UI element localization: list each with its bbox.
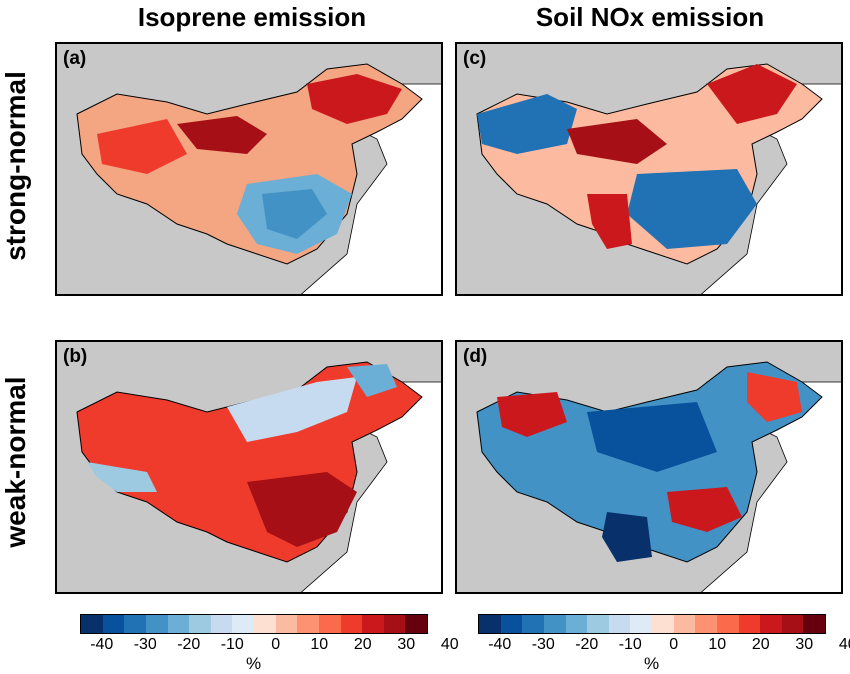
heat-region-southeast: [247, 472, 357, 547]
colorbar-segment: [522, 615, 544, 633]
colorbar-tick-label: -30: [133, 636, 157, 653]
colorbar-segment: [405, 615, 427, 633]
heat-region-southwest: [587, 194, 632, 249]
colorbar-segment: [608, 615, 631, 633]
colorbar-tick-label: -40: [488, 636, 512, 653]
heat-region-north: [707, 64, 797, 124]
colorbar-segment: [695, 615, 717, 633]
colorbar-tick-label: -20: [575, 636, 599, 653]
cool-region-south: [627, 169, 757, 249]
colorbar-segment: [479, 615, 501, 633]
colorbar-segment: [124, 615, 146, 633]
colorbar-segment: [167, 615, 190, 633]
cool-region-core: [262, 189, 327, 239]
colorbar-segment: [781, 615, 804, 633]
cool-region-southwest: [602, 512, 652, 562]
heat-region-northeast: [747, 372, 802, 422]
colorbar-tick-label: 20: [751, 636, 770, 653]
colorbar-segment: [652, 615, 674, 633]
cool-region-northeast: [347, 364, 397, 397]
colorbar-tick-label: 10: [708, 636, 727, 653]
colorbar-segment: [738, 615, 761, 633]
colorbar-tick-label: 40: [838, 636, 850, 653]
colorbar-tick-label: 0: [669, 636, 679, 653]
panel-label-d: (d): [463, 346, 488, 367]
map-panel-d: (d): [455, 340, 843, 594]
colorbar-segment: [340, 615, 363, 633]
colorbar-segment: [673, 615, 696, 633]
heat-region-north: [307, 74, 402, 124]
colorbar-segment: [254, 615, 276, 633]
colorbar-right-unit: %: [644, 654, 660, 673]
colorbar-tick-label: 0: [271, 636, 281, 653]
colorbar-segment: [102, 615, 125, 633]
colorbar-segment: [543, 615, 566, 633]
colorbar-segment: [189, 615, 211, 633]
colorbar-segment: [716, 615, 739, 633]
colorbar-segment: [500, 615, 523, 633]
panel-label-c: (c): [463, 48, 487, 69]
colorbar-segment: [362, 615, 384, 633]
cool-region-central: [587, 402, 717, 472]
colorbar-segment: [760, 615, 782, 633]
colorbar-tick-label: 30: [397, 636, 416, 653]
colorbar-segment: [803, 615, 825, 633]
colorbar-segment: [297, 615, 319, 633]
column-title-isoprene: Isoprene emission: [137, 2, 367, 32]
map-b-svg: [76, 361, 441, 592]
colorbar-segment: [565, 615, 588, 633]
map-c-svg: [476, 63, 841, 294]
colorbar-left-unit: %: [246, 654, 262, 673]
cool-region-west: [477, 94, 577, 154]
column-title-soil-nox: Soil NOx emission: [535, 2, 765, 32]
map-panel-b: (b): [55, 340, 443, 594]
colorbar-segment: [210, 615, 233, 633]
map-d-svg: [476, 361, 841, 592]
colorbar-segment: [383, 615, 406, 633]
colorbar-left: [80, 614, 428, 634]
row-title-weak-normal: weak-normal: [0, 376, 31, 548]
cool-region-north: [227, 377, 357, 442]
heat-region-northwest: [177, 116, 267, 154]
colorbar-right: [478, 614, 826, 634]
colorbar-tick-label: 30: [795, 636, 814, 653]
heat-region-south: [667, 487, 742, 532]
colorbar-tick-label: 10: [310, 636, 329, 653]
colorbar-tick-label: -40: [90, 636, 114, 653]
colorbar-segment: [145, 615, 168, 633]
panel-label-a: (a): [63, 48, 87, 69]
colorbar-tick-label: 20: [353, 636, 372, 653]
colorbar-segment: [232, 615, 254, 633]
colorbar-left-ticks: -40 -30 -20 -10 0 10 20 30 40: [80, 636, 458, 656]
map-panel-a: (a): [55, 42, 443, 296]
colorbar-segment: [587, 615, 609, 633]
map-panel-c: (c): [455, 42, 843, 296]
row-title-strong-normal: strong-normal: [0, 71, 31, 261]
colorbar-segment: [318, 615, 341, 633]
cool-region-west: [87, 462, 157, 492]
colorbar-right-ticks: -40 -30 -20 -10 0 10 20 30 40: [478, 636, 850, 656]
heat-region-northwest: [497, 392, 567, 437]
map-a-svg: [76, 63, 441, 294]
colorbar-segment: [630, 615, 652, 633]
colorbar-tick-label: -20: [177, 636, 201, 653]
colorbar-tick-label: -30: [531, 636, 555, 653]
panel-label-b: (b): [63, 346, 88, 367]
colorbar-segment: [81, 615, 103, 633]
colorbar-tick-label: 40: [440, 636, 459, 653]
heat-region-west: [97, 119, 187, 174]
colorbar-tick-label: -10: [220, 636, 244, 653]
colorbar-tick-label: -10: [618, 636, 642, 653]
heat-region-central: [567, 119, 667, 164]
colorbar-segment: [275, 615, 298, 633]
